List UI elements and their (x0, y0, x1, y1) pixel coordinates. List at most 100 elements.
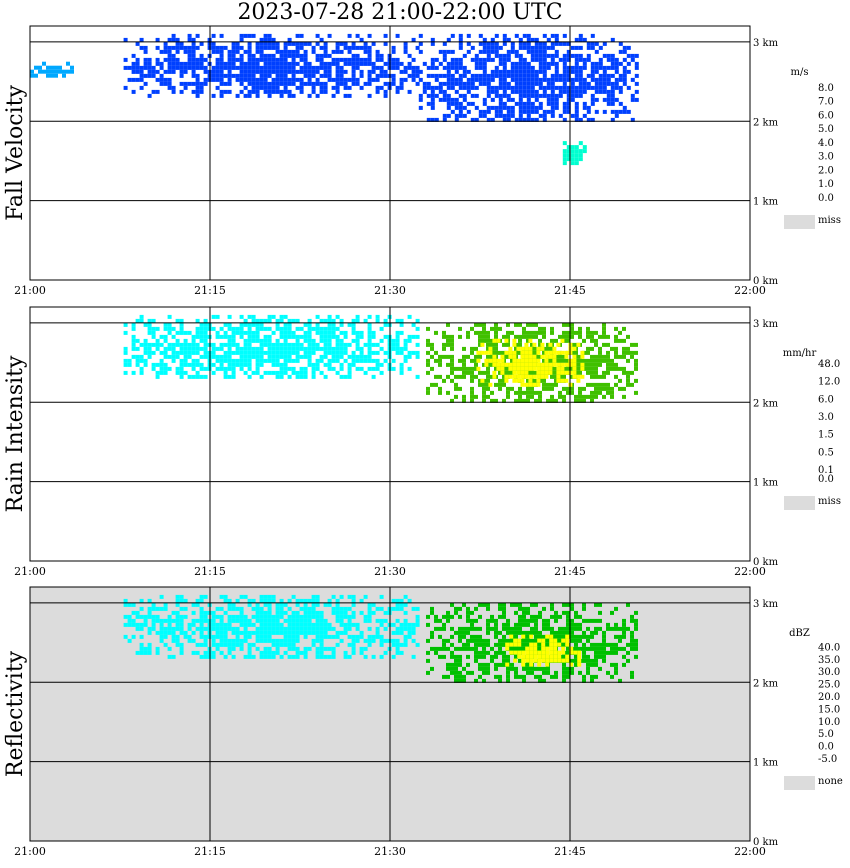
echo-cell-p2-r2 (610, 394, 614, 399)
echo-cell-p2-r2 (566, 366, 570, 371)
echo-cell-p2-r3 (480, 350, 485, 355)
echo-cell-p3-r2 (482, 638, 486, 643)
echo-cell-p3-r1 (163, 630, 168, 635)
echo-cell-p2-r1 (279, 334, 284, 339)
echo-cell-p2-r3 (572, 366, 577, 371)
echo-cell-p2-r2 (442, 378, 446, 383)
echo-cell-p3-r1 (219, 642, 224, 647)
echo-cell-p1-r3 (434, 73, 439, 78)
echo-cell-p3-r1 (247, 630, 252, 635)
echo-cell-p3-r2 (614, 662, 618, 667)
echo-cell-p1-r3 (502, 33, 507, 38)
echo-cell-p1-r2 (403, 77, 408, 82)
echo-cell-p2-r2 (526, 334, 530, 339)
echo-cell-p1-r3 (622, 65, 627, 70)
echo-cell-p2-r1 (323, 330, 328, 335)
echo-cell-p3-r3 (537, 658, 542, 663)
echo-cell-p1-r2 (399, 85, 404, 90)
echo-cell-p3-r1 (139, 642, 144, 647)
echo-cell-p2-r2 (446, 322, 450, 327)
echo-cell-p1-r2 (263, 77, 268, 82)
echo-cell-p3-r1 (255, 602, 260, 607)
echo-cell-p2-r3 (528, 362, 533, 367)
echo-cell-p3-r1 (311, 598, 316, 603)
echo-cell-p1-r4 (566, 145, 571, 150)
echo-cell-p2-r3 (544, 366, 549, 371)
echo-cell-p3-r1 (199, 606, 204, 611)
echo-cell-p2-r1 (367, 342, 372, 347)
echo-cell-p1-r2 (355, 45, 360, 50)
echo-cell-p2-r1 (331, 334, 336, 339)
echo-cell-p3-r1 (303, 610, 308, 615)
echo-cell-p2-r2 (438, 362, 442, 367)
echo-cell-p2-r1 (307, 350, 312, 355)
echo-cell-p3-r1 (395, 650, 400, 655)
echo-cell-p3-r1 (143, 622, 148, 627)
echo-cell-p2-r2 (470, 378, 474, 383)
echo-cell-p2-r2 (490, 354, 494, 359)
echo-cell-p3-r2 (566, 622, 570, 627)
echo-cell-p3-r2 (474, 638, 478, 643)
echo-cell-p3-r2 (578, 638, 582, 643)
echo-cell-p1-r3 (494, 41, 499, 46)
echo-cell-p3-r2 (526, 630, 530, 635)
echo-cell-p3-r2 (610, 662, 614, 667)
echo-cell-p2-r2 (434, 382, 438, 387)
page-title: 2023-07-28 21:00-22:00 UTC (237, 0, 563, 25)
echo-cell-p2-r2 (510, 358, 514, 363)
echo-cell-p2-r3 (500, 362, 505, 367)
echo-cell-p1-r2 (175, 37, 180, 42)
plot-frame (29, 25, 751, 281)
echo-cell-p1-r2 (263, 45, 268, 50)
echo-cell-p1-r3 (466, 109, 471, 114)
echo-cell-p1-r2 (159, 73, 164, 78)
echo-cell-p1-r2 (303, 49, 308, 54)
echo-cell-p2-r1 (187, 374, 192, 379)
echo-cell-p2-r2 (490, 342, 494, 347)
echo-cell-p3-r1 (415, 622, 420, 627)
echo-cell-p1-r2 (131, 69, 136, 74)
echo-cell-p2-r2 (610, 362, 614, 367)
echo-cell-p2-r2 (538, 390, 542, 395)
echo-cell-p3-r3 (545, 662, 550, 667)
echo-cell-p3-r1 (319, 626, 324, 631)
echo-cell-p2-r2 (434, 330, 438, 335)
echo-cell-p3-r1 (211, 614, 216, 619)
echo-cell-p3-r2 (474, 642, 478, 647)
echo-cell-p3-r1 (287, 642, 292, 647)
echo-cell-p2-r2 (490, 398, 494, 403)
echo-cell-p1-r4 (562, 149, 567, 154)
echo-cell-p2-r3 (544, 350, 549, 355)
echo-cell-p1-r3 (482, 113, 487, 118)
echo-cell-p1-r3 (562, 73, 567, 78)
echo-cell-p1-r2 (211, 41, 216, 46)
echo-cell-p1-r3 (466, 81, 471, 86)
echo-cell-p3-r1 (263, 602, 268, 607)
echo-cell-p2-r1 (155, 362, 160, 367)
echo-cell-p3-r1 (339, 638, 344, 643)
echo-cell-p3-r2 (530, 670, 534, 675)
echo-cell-p2-r1 (235, 342, 240, 347)
echo-cell-p3-r1 (351, 638, 356, 643)
echo-cell-p2-r2 (594, 390, 598, 395)
echo-cell-p3-r1 (271, 594, 276, 599)
echo-cell-p3-r2 (438, 626, 442, 631)
echo-cell-p1-r3 (582, 105, 587, 110)
echo-cell-p1-r3 (430, 101, 435, 106)
echo-cell-p2-r3 (484, 358, 489, 363)
echo-cell-p1-r3 (474, 85, 479, 90)
echo-cell-p1-r2 (235, 73, 240, 78)
echo-cell-p1-r2 (275, 89, 280, 94)
echo-cell-p3-r2 (614, 650, 618, 655)
echo-cell-p2-r1 (255, 350, 260, 355)
echo-cell-p2-r1 (239, 366, 244, 371)
echo-cell-p3-r2 (562, 662, 566, 667)
echo-cell-p3-r2 (498, 646, 502, 651)
echo-cell-p1-r3 (518, 77, 523, 82)
echo-cell-p1-r1 (50, 69, 54, 74)
echo-cell-p3-r2 (634, 622, 638, 627)
echo-cell-p2-r1 (195, 358, 200, 363)
echo-cell-p3-r1 (399, 598, 404, 603)
echo-cell-p1-r2 (259, 73, 264, 78)
echo-cell-p1-r3 (562, 57, 567, 62)
